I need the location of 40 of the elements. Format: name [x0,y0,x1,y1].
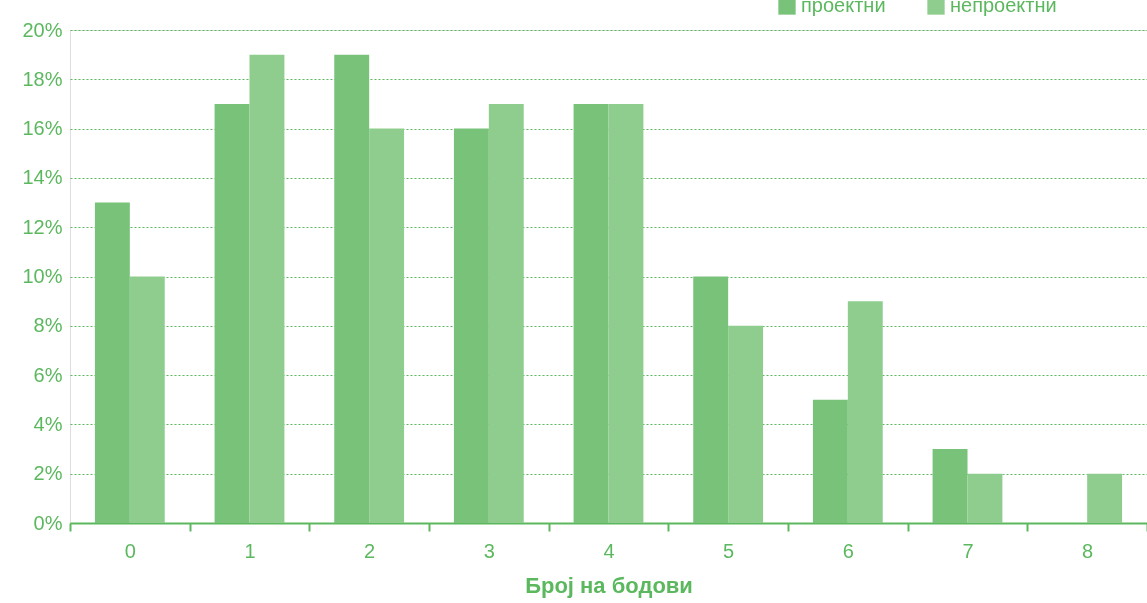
bar [369,128,405,523]
y-tick-label: 6% [33,363,63,386]
bar [847,301,883,523]
legend-label: проектни [801,0,886,16]
bar [214,103,250,523]
bar [129,276,165,523]
y-tick-label: 4% [33,412,63,435]
x-tick-label: 5 [723,539,735,562]
bar [249,54,285,523]
y-tick-label: 14% [22,166,63,189]
x-tick-label: 6 [842,539,854,562]
y-tick-label: 10% [22,265,63,287]
bar [728,325,764,523]
bar [967,473,1003,523]
y-tick-label: 12% [22,215,63,238]
bar [453,128,489,523]
x-axis-title: Број на бодови [525,572,693,598]
x-tick-label: 2 [364,539,376,562]
bar [1087,473,1123,523]
bar [94,202,130,523]
bar [608,103,644,523]
y-tick-label: 8% [33,314,63,337]
x-tick-label: 3 [483,539,495,562]
y-tick-label: 2% [33,462,63,485]
y-tick-label: 18% [22,67,63,90]
bar [812,399,848,523]
y-tick-label: 16% [22,117,63,140]
x-tick-label: 4 [603,539,615,562]
y-tick-label: 20% [22,18,63,41]
bar [693,276,729,523]
x-tick-label: 1 [244,539,256,562]
y-tick-label: 0% [33,511,63,534]
x-tick-label: 0 [124,539,136,562]
bar [932,449,968,523]
x-tick-label: 7 [962,539,974,562]
legend-label: непроектни [950,0,1057,16]
x-tick-label: 8 [1082,539,1094,562]
bar [573,103,609,523]
bar [334,54,370,523]
bar [488,103,524,523]
